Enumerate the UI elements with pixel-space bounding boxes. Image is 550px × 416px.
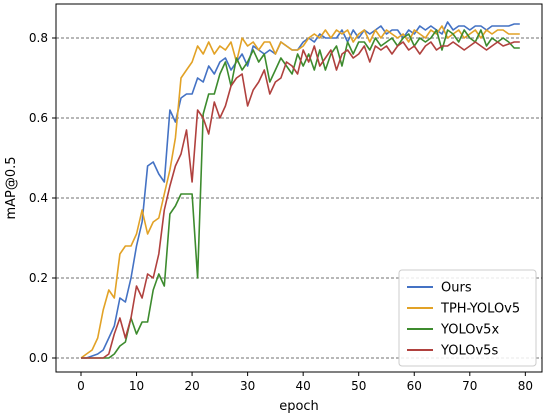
x-tick-label: 0 xyxy=(77,379,85,393)
x-tick-label: 50 xyxy=(351,379,366,393)
x-tick-label: 20 xyxy=(184,379,199,393)
x-axis-label: epoch xyxy=(279,399,319,414)
x-tick-label: 30 xyxy=(240,379,255,393)
y-tick-label: 0.2 xyxy=(29,271,48,285)
legend-label-yolov5x: YOLOv5x xyxy=(440,323,499,338)
series-line-yolov5s xyxy=(81,41,520,359)
x-tick-label: 80 xyxy=(518,379,533,393)
legend-box xyxy=(398,269,537,367)
legend-label-tph-yolov5: TPH-YOLOv5 xyxy=(440,302,520,317)
y-tick-label: 0.6 xyxy=(29,111,48,125)
y-tick-label: 0.4 xyxy=(29,191,48,205)
y-tick-label: 0.8 xyxy=(29,31,48,45)
x-axis-ticks: 0 10 20 30 40 50 60 70 80 xyxy=(77,372,533,393)
x-tick-label: 10 xyxy=(129,379,144,393)
y-tick-label: 0.0 xyxy=(29,351,48,365)
legend-label-yolov5s: YOLOv5s xyxy=(440,344,498,359)
x-tick-label: 40 xyxy=(296,379,311,393)
x-tick-label: 60 xyxy=(407,379,422,393)
y-axis-ticks: 0.0 0.2 0.4 0.6 0.8 xyxy=(29,31,56,365)
legend-label-ours: Ours xyxy=(441,281,472,296)
series-line-ours xyxy=(81,21,520,359)
y-axis-label: mAP@0.5 xyxy=(4,156,19,219)
plot-frame xyxy=(55,3,543,373)
legend: Ours TPH-YOLOv5 YOLOv5x YOLOv5s xyxy=(398,269,537,367)
series-lines xyxy=(80,21,520,359)
x-tick-label: 70 xyxy=(462,379,477,393)
